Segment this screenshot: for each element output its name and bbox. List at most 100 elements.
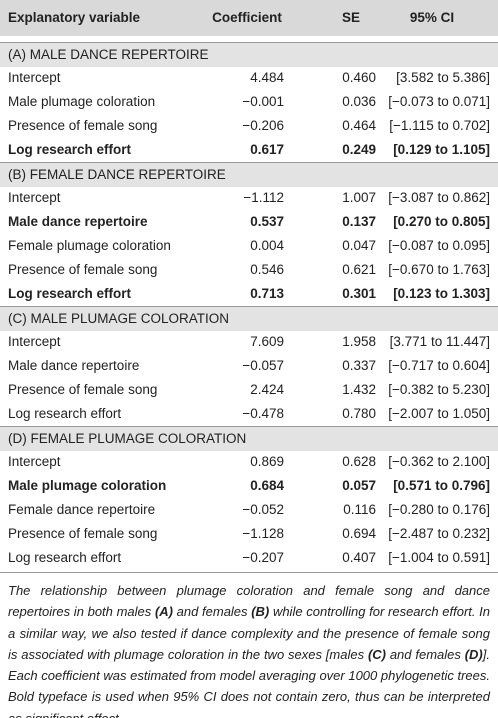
header-row: Explanatory variable Coefficient SE 95% CI [0,0,498,36]
table-cell: Female plumage coloration [8,238,171,253]
table-row: Female plumage coloration 0.004 0.047 [−0.0… [0,234,498,258]
table-cell: Intercept [8,70,61,85]
section-header: (C) MALE PLUMAGE COLORATION [0,306,498,331]
section-header: (A) MALE DANCE REPERTOIRE [0,42,498,67]
table-row: Female dance repertoire −0.052 0.116 [−0.28… [0,498,498,522]
table-cell: 1.958 [342,334,376,349]
caption-text: (D) [464,646,483,662]
caption: The relationship between plumage colorat… [8,580,490,718]
table-cell: 0.116 [343,502,376,517]
section-title: (B) FEMALE DANCE REPERTOIRE [8,167,226,182]
table-row: Intercept −1.112 1.007 [−3.087 to 0.862] [0,186,498,210]
table-cell: 0.047 [342,238,376,253]
table-cell: 2.424 [250,382,284,397]
table-cell: [−0.087 to 0.095] [388,238,490,253]
table-row: Male dance repertoire 0.537 0.137 [0.270 to… [0,210,498,234]
caption-text: ]. Each coefficient was estimated from m… [8,646,490,718]
table-cell: 0.464 [342,118,376,133]
table-cell: [0.129 to 1.105] [393,142,490,157]
table-cell: [−1.004 to 0.591] [388,550,490,565]
table-cell: −0.052 [242,502,284,517]
table-row: Presence of female song 2.424 1.432 [−0.382… [0,378,498,402]
table-cell: 0.621 [342,262,376,277]
section-title: (D) FEMALE PLUMAGE COLORATION [8,431,247,446]
caption-text: (B) [251,604,270,620]
caption-text: and females [172,604,252,620]
table-row: Intercept 7.609 1.958 [3.771 to 11.447] [0,330,498,354]
table-cell: [−0.280 to 0.176] [388,502,490,517]
table-cell: [0.123 to 1.303] [393,286,490,301]
table-cell: [3.771 to 11.447] [389,334,490,349]
table-row: Male plumage coloration 0.684 0.057 [0.571 … [0,474,498,498]
table-cell: [−3.087 to 0.862] [388,190,490,205]
table-cell: 0.004 [250,238,284,253]
table-cell: [−0.073 to 0.071] [388,94,490,109]
table-cell: −1.112 [243,190,284,205]
table-row: Log research effort 0.617 0.249 [0.129 to 1… [0,138,498,162]
table-cell: −0.001 [242,94,284,109]
caption-text: The relationship between plumage colorat… [8,583,490,620]
table-cell: [−2.487 to 0.232] [388,526,490,541]
table-cell: 0.694 [342,526,376,541]
table-cell: Intercept [8,454,61,469]
table-cell: 0.617 [250,142,284,157]
table-cell: Presence of female song [8,526,158,541]
table-cell: [0.270 to 0.805] [393,214,490,229]
table-row: Male dance repertoire −0.057 0.337 [−0.717 … [0,354,498,378]
table-cell: −0.207 [242,550,284,565]
table-cell: Presence of female song [8,382,158,397]
table-cell: 0.460 [342,70,376,85]
header-cell: SE [341,10,360,25]
table-row: Presence of female song 0.546 0.621 [−0.670… [0,258,498,282]
table-row: Presence of female song −1.128 0.694 [−2.48… [0,522,498,546]
table-cell: [−1.115 to 0.702] [389,118,490,133]
table-cell: −0.206 [242,118,284,133]
table-cell: Male plumage coloration [8,478,167,493]
table-cell: [0.571 to 0.796] [393,478,490,493]
table-cell: Log research effort [8,550,122,565]
table-cell: 0.869 [250,454,284,469]
table-cell: 0.546 [250,262,284,277]
table-cell: −0.057 [242,358,284,373]
table-cell: Intercept [8,334,61,349]
table-row: Log research effort 0.713 0.301 [0.123 to 1… [0,282,498,306]
table-cell: 0.137 [342,214,376,229]
header-cell: Explanatory variable [8,10,141,25]
table-cell: 0.684 [250,478,284,493]
table-cell: Presence of female song [8,262,158,277]
caption-text: and females [385,646,465,662]
caption-text: (C) [367,646,386,662]
header-cell: Coefficient [212,10,282,25]
table-cell: Male plumage coloration [8,94,156,109]
table-row: Log research effort −0.478 0.780 [−2.007 to… [0,402,498,426]
header-cell: 95% CI [409,10,455,25]
caption-text: while controlling for research effort. I… [8,604,491,662]
table-row: Log research effort −0.207 0.407 [−1.004 to… [0,546,498,570]
table-cell: Intercept [8,190,61,205]
table-cell: 0.337 [342,358,376,373]
table-cell: Log research effort [8,406,122,421]
table-cell: [−0.382 to 5.230] [388,382,490,397]
table-cell: Log research effort [8,286,132,301]
table-cell: 0.780 [342,406,376,421]
table-cell: [−0.670 to 1.763] [388,262,490,277]
table-cell: 0.057 [342,478,376,493]
table-cell: 0.407 [342,550,376,565]
table-cell: −0.478 [242,406,284,421]
section-title: (A) MALE DANCE REPERTOIRE [8,47,209,62]
table-cell: 4.484 [250,70,284,85]
section-header: (D) FEMALE PLUMAGE COLORATION [0,426,498,451]
table-cell: 0.713 [250,286,284,301]
table-cell: Male dance repertoire [8,358,140,373]
table-cell: [−0.362 to 2.100] [388,454,490,469]
table-cell: 1.432 [342,382,376,397]
table-row: Intercept 4.484 0.460 [3.582 to 5.386] [0,66,498,90]
table-cell: [3.582 to 5.386] [396,70,490,85]
table-cell: Female dance repertoire [8,502,156,517]
caption-text: (A) [154,604,173,620]
table-cell: 0.301 [342,286,376,301]
table-cell: [−0.717 to 0.604] [388,358,490,373]
table-cell: 0.249 [342,142,376,157]
table-cell: [−2.007 to 1.050] [388,406,490,421]
